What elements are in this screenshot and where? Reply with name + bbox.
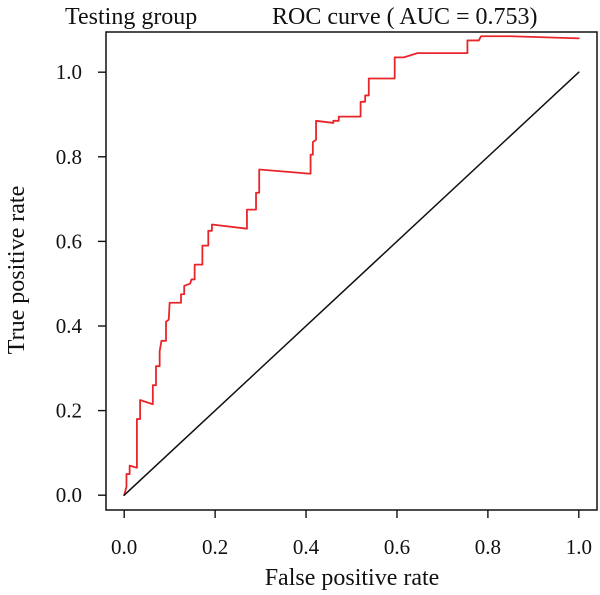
x-tick-label: 0.0 [111,535,137,559]
x-tick-label: 0.8 [475,535,501,559]
y-tick-label: 0.6 [56,229,82,253]
x-tick-label: 0.2 [202,535,228,559]
y-axis: 0.0 0.2 0.4 0.6 0.8 1.0 [56,60,106,507]
y-tick-label: 0.2 [56,399,82,423]
diagonal-reference-line [123,71,580,496]
y-tick-label: 0.4 [56,314,83,338]
y-axis-title: True positive rate [4,186,30,354]
x-tick-label: 0.4 [293,535,320,559]
plot-frame [105,31,598,511]
roc-curve-line [123,35,580,497]
y-tick-label: 0.0 [56,483,82,507]
x-tick-label: 0.6 [384,535,410,559]
y-tick-label: 1.0 [56,60,82,84]
x-axis: 0.0 0.2 0.4 0.6 0.8 1.0 [111,510,592,559]
chart-title-left: Testing group [65,4,197,30]
series-layer [123,35,580,497]
y-tick-label: 0.8 [56,145,82,169]
x-axis-title: False positive rate [265,565,440,591]
chart-title: Testing group ROC curve ( AUC = 0.753) [65,4,538,30]
x-tick-label: 1.0 [566,535,592,559]
chart-title-right: ROC curve ( AUC = 0.753) [272,4,538,30]
